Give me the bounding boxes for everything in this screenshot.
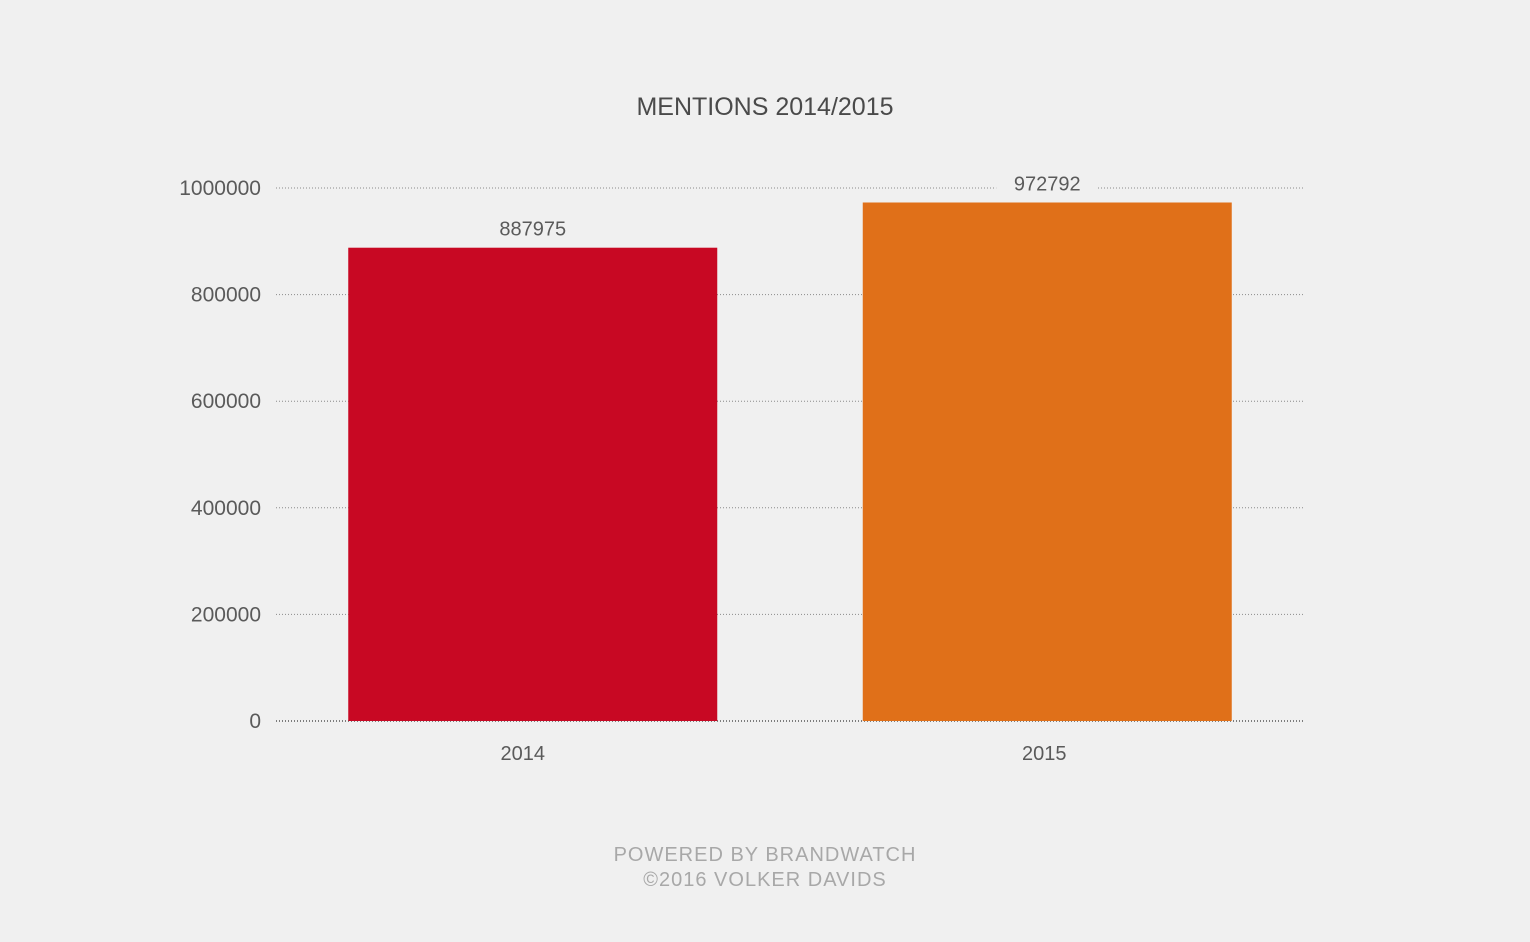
data-labels: 887975 972792 (499, 174, 1080, 241)
data-label-2015: 972792 (1014, 174, 1081, 196)
x-tick-label-2015: 2015 (1022, 743, 1067, 765)
bar-2015 (862, 202, 1232, 722)
x-tick-label-2014: 2014 (501, 743, 546, 765)
y-tick-label: 0 (249, 710, 261, 733)
x-axis-tick-labels: 2014 2015 (501, 743, 1067, 765)
y-tick-label: 400000 (191, 497, 261, 520)
data-label-2014: 887975 (499, 219, 566, 241)
y-tick-label: 1000000 (179, 177, 261, 200)
footer-powered-by: POWERED BY BRANDWATCH (614, 844, 917, 866)
footer-copyright: ©2016 VOLKER DAVIDS (643, 869, 886, 891)
y-axis-tick-labels: 0 200000 400000 600000 800000 1000000 (179, 177, 261, 733)
y-tick-label: 200000 (191, 603, 261, 626)
y-tick-label: 600000 (191, 390, 261, 413)
y-tick-label: 800000 (191, 284, 261, 307)
chart-title: MENTIONS 2014/2015 (636, 93, 893, 121)
label-backdrop (996, 185, 1097, 191)
bars (348, 202, 1232, 722)
bar-2014 (348, 247, 718, 721)
